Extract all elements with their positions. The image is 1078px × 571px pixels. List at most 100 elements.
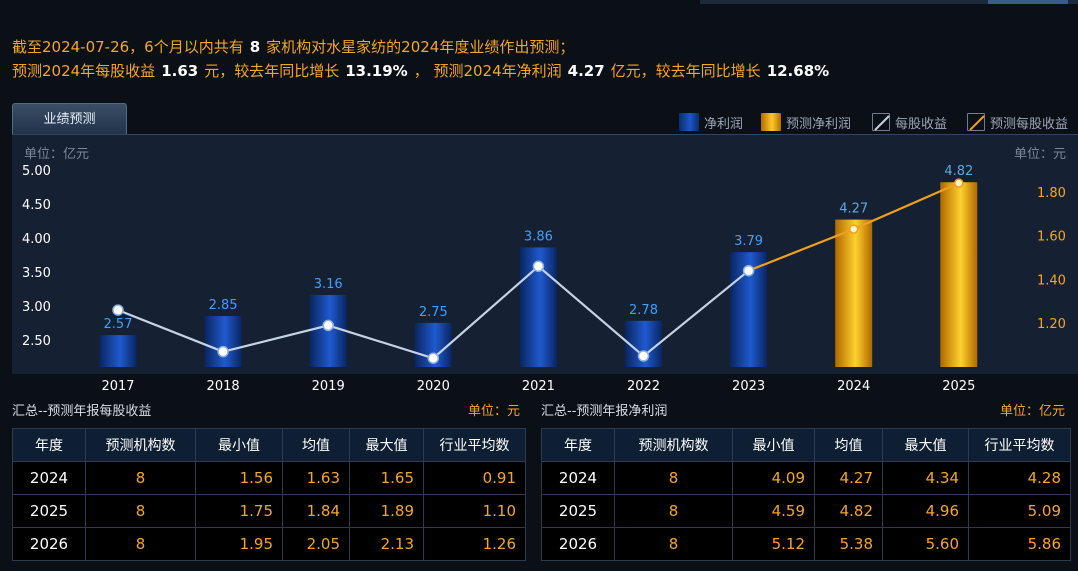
left-axis-unit: 单位：亿元 xyxy=(24,147,90,162)
profit-forecast-label: ， 预测2024年净利润 xyxy=(413,62,562,80)
table-row: 2024 8 1.56 1.63 1.65 0.91 xyxy=(12,461,526,495)
eps-swatch-icon xyxy=(872,113,890,131)
count-cell: 8 xyxy=(85,461,196,495)
eps-growth-value: 13.19% xyxy=(345,62,408,80)
bar-value-label: 2.57 xyxy=(104,317,133,332)
min-cell: 1.56 xyxy=(195,461,283,495)
count-cell: 8 xyxy=(614,494,733,528)
mean-cell: 2.05 xyxy=(282,527,350,561)
data-labels: 2.57 2.85 3.16 2.75 3.86 2.78 3.79 4.27 4.82 xyxy=(104,164,974,332)
right-axis-unit: 单位：元 xyxy=(1014,147,1067,162)
max-cell: 2.13 xyxy=(349,527,424,561)
eps-point xyxy=(112,304,124,316)
x-tick-label: 2019 xyxy=(312,379,345,394)
col-header: 最小值 xyxy=(732,428,815,462)
col-header: 预测机构数 xyxy=(614,428,733,462)
table-row: 2026 8 5.12 5.38 5.60 5.86 xyxy=(541,527,1071,561)
col-header: 最大值 xyxy=(882,428,969,462)
eps-point xyxy=(637,350,650,362)
industry-avg-cell: 1.26 xyxy=(423,527,526,561)
year-cell: 2024 xyxy=(541,461,615,495)
forecast-net-profit-swatch xyxy=(761,113,781,131)
legend-net-profit[interactable]: 净利润 xyxy=(679,112,743,132)
headline-line-1: 截至2024-07-26，6个月以内共有 8 家机构对水星家纺的2024年度业绩作出… xyxy=(12,36,574,57)
legend-forecast-net-profit-label: 预测净利润 xyxy=(786,116,852,132)
industry-avg-cell: 4.28 xyxy=(968,461,1071,495)
institution-count: 8 xyxy=(249,38,261,56)
eps-point xyxy=(742,264,755,277)
eps-table-unit: 单位：元 xyxy=(468,404,521,419)
bar-value-label: 2.78 xyxy=(629,303,658,318)
profit-growth-value: 12.68% xyxy=(766,62,830,80)
year-cell: 2025 xyxy=(12,494,86,528)
min-cell: 1.75 xyxy=(195,494,283,528)
left-tick-label: 2.50 xyxy=(22,334,51,349)
forecast-eps-point xyxy=(954,178,964,188)
table-header-row: 年度 预测机构数 最小值 均值 最大值 行业平均数 xyxy=(541,428,1071,462)
min-cell: 1.95 xyxy=(195,527,283,561)
table-row: 2025 8 4.59 4.82 4.96 5.09 xyxy=(541,494,1071,528)
table-row: 2024 8 4.09 4.27 4.34 4.28 xyxy=(541,461,1071,495)
eps-lines xyxy=(112,178,964,364)
left-tick-label: 5.00 xyxy=(22,164,51,179)
legend-forecast-eps[interactable]: 预测每股收益 xyxy=(967,112,1068,132)
min-cell: 4.09 xyxy=(732,461,815,495)
col-header: 均值 xyxy=(282,428,350,462)
mean-cell: 1.84 xyxy=(282,494,350,528)
eps-table-title: 汇总--预测年报每股收益 xyxy=(12,404,152,419)
eps-summary-table: 年度 预测机构数 最小值 均值 最大值 行业平均数 2024 8 1.56 1.… xyxy=(12,428,526,561)
mean-cell: 1.63 xyxy=(282,461,350,495)
profit-table-title: 汇总--预测年报净利润 xyxy=(541,404,668,419)
industry-avg-cell: 0.91 xyxy=(423,461,526,495)
eps-growth-label: 元，较去年同比增长 xyxy=(204,62,340,80)
forecast-chart: 5.00 4.50 4.00 3.50 3.00 2.50 1.80 1.60 1.40 1.2… xyxy=(22,164,1066,394)
count-cell: 8 xyxy=(614,461,733,495)
right-tick-label: 1.20 xyxy=(1037,317,1066,332)
eps-forecast-value: 1.63 xyxy=(161,62,199,80)
x-tick-label: 2020 xyxy=(417,379,450,394)
year-cell: 2025 xyxy=(541,494,615,528)
tab-forecast[interactable]: 业绩预测 xyxy=(12,103,127,134)
x-tick-label: 2021 xyxy=(522,379,555,394)
max-cell: 5.60 xyxy=(882,527,969,561)
col-header: 行业平均数 xyxy=(423,428,526,462)
year-cell: 2024 xyxy=(12,461,86,495)
top-strip-highlight xyxy=(988,0,1068,4)
x-tick-label: 2024 xyxy=(837,379,870,394)
industry-avg-cell: 1.10 xyxy=(423,494,526,528)
table-row: 2025 8 1.75 1.84 1.89 1.10 xyxy=(12,494,526,528)
legend-forecast-eps-label: 预测每股收益 xyxy=(990,116,1069,132)
industry-avg-cell: 5.09 xyxy=(968,494,1071,528)
bar-value-label: 3.86 xyxy=(524,229,553,244)
x-tick-label: 2025 xyxy=(942,379,975,394)
bar-value-label: 4.27 xyxy=(839,202,868,217)
eps-point xyxy=(427,352,440,364)
forecast-net-profit-bar xyxy=(940,182,978,367)
min-cell: 4.59 xyxy=(732,494,815,528)
col-header: 行业平均数 xyxy=(968,428,1071,462)
eps-point xyxy=(217,345,229,358)
net-profit-bar xyxy=(204,316,242,367)
col-header: 年度 xyxy=(12,428,86,462)
headline-prefix: 截至2024-07-26，6个月以内共有 xyxy=(12,38,244,56)
legend-forecast-net-profit[interactable]: 预测净利润 xyxy=(761,112,851,132)
right-tick-label: 1.80 xyxy=(1037,186,1066,201)
profit-forecast-value: 4.27 xyxy=(567,62,605,80)
year-cell: 2026 xyxy=(541,527,615,561)
legend-net-profit-label: 净利润 xyxy=(704,116,744,132)
max-cell: 4.34 xyxy=(882,461,969,495)
profit-table-unit: 单位：亿元 xyxy=(1000,404,1066,419)
bar-value-label: 4.82 xyxy=(944,164,973,179)
right-tick-label: 1.40 xyxy=(1037,273,1066,288)
headline-suffix: 家机构对水星家纺的2024年度业绩作出预测； xyxy=(266,38,575,56)
legend-eps[interactable]: 每股收益 xyxy=(872,112,947,132)
headline-line-2: 预测2024年每股收益 1.63 元，较去年同比增长 13.19% ， 预测2024年净… xyxy=(12,60,835,81)
col-header: 最小值 xyxy=(195,428,283,462)
profit-summary-table: 年度 预测机构数 最小值 均值 最大值 行业平均数 2024 8 4.09 4.… xyxy=(541,428,1071,561)
mean-cell: 4.27 xyxy=(814,461,883,495)
bar-value-label: 2.75 xyxy=(419,305,448,320)
forecast-net-profit-bar xyxy=(835,219,873,367)
col-header: 预测机构数 xyxy=(85,428,196,462)
x-tick-label: 2018 xyxy=(207,379,240,394)
net-profit-swatch xyxy=(679,113,699,131)
